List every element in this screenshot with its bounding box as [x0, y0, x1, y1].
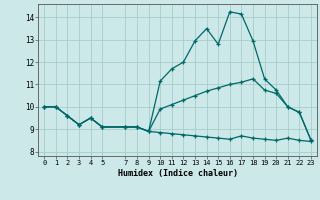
X-axis label: Humidex (Indice chaleur): Humidex (Indice chaleur) [118, 169, 238, 178]
